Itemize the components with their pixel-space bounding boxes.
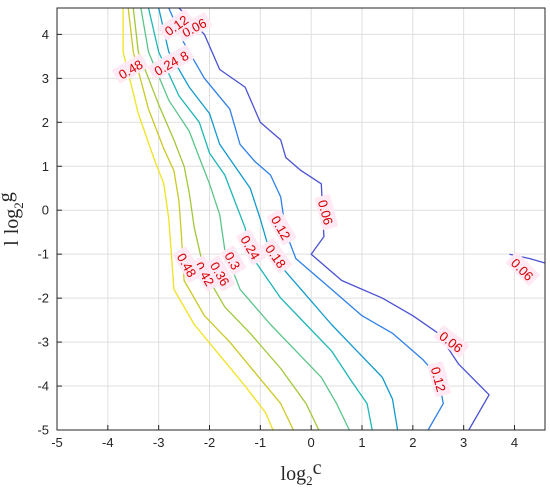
x-tick-label: 4: [511, 435, 518, 450]
contour-line-0-48: [122, 8, 274, 431]
y-axis-ticks: -5 -4 -3 -2 -1 0 1 2 3 4: [37, 27, 62, 438]
contour-label-text: 0.12: [428, 365, 449, 393]
y-tick-label: 4: [42, 27, 49, 42]
contour-label-background: [261, 238, 292, 274]
y-tick-label: -3: [37, 335, 49, 350]
contour-label-background: [172, 246, 203, 283]
contour-label-background: [158, 9, 194, 41]
x-tick-label: -5: [51, 435, 63, 450]
x-tick-label: 2: [409, 435, 416, 450]
contour-label: 0.06: [314, 194, 338, 230]
contour-label-text: 0.06: [315, 198, 336, 226]
x-axis-ticks: -5 -4 -3 -2 -1 0 1 2 3 4: [51, 425, 518, 450]
contour-line-0-3: [140, 7, 350, 431]
y-tick-label: -5: [37, 423, 49, 438]
contour-label-background: [314, 194, 338, 230]
x-tick-label: -1: [255, 435, 267, 450]
y-tick-label: -4: [37, 379, 49, 394]
contour-label-background: [205, 255, 236, 292]
contour-label-background: [175, 12, 212, 42]
contour-label-background: [147, 50, 184, 80]
x-tick-label: 0: [308, 435, 315, 450]
y-tick-label: 2: [42, 115, 49, 130]
contour-label-background: [236, 229, 266, 265]
y-tick-label: 0: [42, 203, 49, 218]
contour-label-background: [266, 209, 297, 246]
x-tick-label: -4: [102, 435, 114, 450]
x-tick-label: 1: [358, 435, 365, 450]
x-tick-label: -2: [204, 435, 216, 450]
contour-labels: 0.060.060.060.060.120.120.120.180.180.24…: [112, 9, 540, 397]
contour-label: 0.12: [427, 361, 451, 397]
x-tick-label: -3: [153, 435, 165, 450]
y-tick-label: 1: [42, 159, 49, 174]
y-tick-label: 3: [42, 71, 49, 86]
contour-line-0-36: [132, 7, 320, 431]
contour-label-background: [112, 54, 149, 84]
y-tick-label: -1: [37, 247, 49, 262]
contour-label-background: [190, 255, 220, 292]
x-axis-label: log2c: [281, 457, 322, 488]
axes-box: [56, 7, 546, 431]
contour-label-background: [506, 252, 540, 286]
y-axis-label: llog2g: [0, 192, 26, 246]
contour-label-background: [434, 325, 469, 358]
contour-label: 0.24: [147, 50, 184, 80]
contour-line-0-24: [147, 7, 373, 431]
y-tick-label: -2: [37, 291, 49, 306]
x-tick-label: 3: [460, 435, 467, 450]
contour-line-0-42: [127, 7, 294, 431]
contour-label-background: [427, 361, 451, 397]
contour-line-0-18: [158, 7, 399, 431]
contour-label-background: [220, 245, 247, 275]
